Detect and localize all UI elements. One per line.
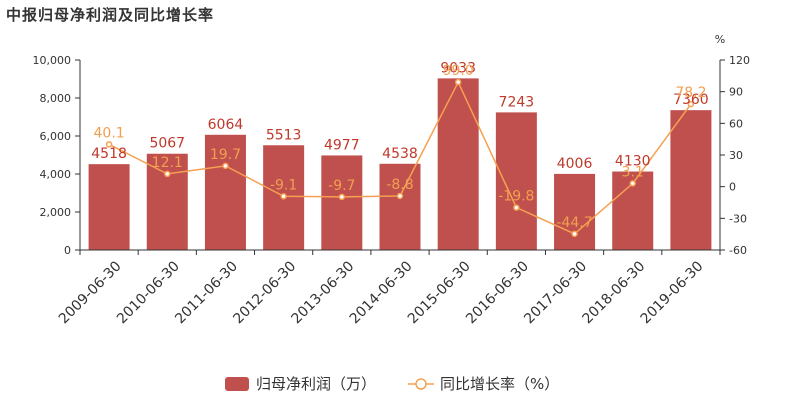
rate-value-label: -19.8 <box>498 189 534 205</box>
left-axis: 0 2,000 4,000 6,000 8,000 10,000 <box>33 54 81 257</box>
x-axis: 2009-06-302010-06-302011-06-302012-06-30… <box>56 249 721 327</box>
chart-title: 中报归母净利润及同比增长率 <box>6 6 215 24</box>
rate-point[interactable] <box>338 193 346 201</box>
left-tick-label: 10,000 <box>33 54 72 67</box>
rate-value-label: -44.7 <box>556 215 592 231</box>
rate-point[interactable] <box>571 230 578 238</box>
bar-value-label: 4977 <box>324 137 360 153</box>
bar[interactable] <box>379 163 421 250</box>
bar[interactable] <box>321 155 363 250</box>
rate-point[interactable] <box>513 204 520 211</box>
bar[interactable] <box>88 164 130 250</box>
bar-value-label: 5513 <box>266 127 302 143</box>
bar-value-label: 4538 <box>382 146 418 162</box>
right-tick-label: 60 <box>729 117 743 130</box>
rate-point[interactable] <box>687 100 695 108</box>
right-tick-label: -60 <box>729 244 747 257</box>
left-tick-label: 0 <box>64 244 71 257</box>
legend[interactable]: 归母净利润（万） 同比增长率（%） <box>225 375 559 393</box>
rate-value-label: 40.1 <box>94 125 125 141</box>
rate-value-label: 78.2 <box>675 85 706 101</box>
left-tick-label: 4,000 <box>40 168 72 181</box>
bar[interactable] <box>554 173 596 250</box>
rate-point[interactable] <box>396 192 404 200</box>
rate-point[interactable] <box>280 193 287 200</box>
bar-value-label: 4130 <box>615 154 651 170</box>
rate-value-label: -9.1 <box>270 177 297 193</box>
rate-point[interactable] <box>629 180 636 187</box>
right-tick-label: 120 <box>729 54 750 67</box>
bar-value-label: 7243 <box>499 94 535 110</box>
rate-value-label: 3.1 <box>622 164 644 180</box>
rate-value-label: -9.7 <box>328 178 355 194</box>
bar[interactable] <box>670 110 712 250</box>
right-tick-label: -30 <box>729 212 747 225</box>
rate-value-label: 19.7 <box>210 147 241 163</box>
right-tick-label: 30 <box>729 149 743 162</box>
x-tick-label: 2019-06-30 <box>638 258 707 327</box>
bar[interactable] <box>437 78 479 250</box>
bar-value-label: 4006 <box>557 156 593 172</box>
right-tick-label: 90 <box>729 86 743 99</box>
rate-labels: 40.1 12.1 19.7 -9.1 -9.7 -8.8 99.0 -19.8 -44.7 3.… <box>94 63 707 231</box>
right-tick-label: 0 <box>729 181 736 194</box>
bar-value-label: 4518 <box>91 146 127 162</box>
left-tick-label: 8,000 <box>40 92 72 105</box>
rate-point[interactable] <box>105 141 113 148</box>
legend-line-marker <box>415 378 427 390</box>
right-axis-unit: % <box>715 33 725 46</box>
legend-line-label: 同比增长率（%） <box>440 375 559 393</box>
right-axis: -60 -30 0 30 60 90 120 <box>719 54 750 257</box>
left-tick-label: 6,000 <box>40 130 72 143</box>
rate-value-label: 99.0 <box>443 63 474 79</box>
bar-value-label: 6064 <box>208 117 244 133</box>
bar-value-label: 9033 <box>440 60 476 76</box>
left-tick-label: 2,000 <box>40 206 72 219</box>
legend-bar-label: 归母净利润（万） <box>256 375 376 393</box>
bar[interactable] <box>204 134 246 250</box>
bar[interactable] <box>495 112 537 251</box>
rate-value-label: 12.1 <box>152 155 183 171</box>
bar[interactable] <box>146 153 188 250</box>
bar-labels: 4518 5067 6064 5513 4977 4538 9033 7243 4006 4130… <box>91 60 708 172</box>
rate-value-label: -8.8 <box>386 177 413 193</box>
rate-series <box>105 78 695 238</box>
bar-value-label: 5067 <box>149 136 185 152</box>
bar-value-label: 7360 <box>673 92 709 108</box>
rate-point[interactable] <box>454 78 462 86</box>
rate-point[interactable] <box>222 162 229 170</box>
legend-bar-swatch <box>225 377 249 391</box>
rate-point[interactable] <box>164 170 171 178</box>
